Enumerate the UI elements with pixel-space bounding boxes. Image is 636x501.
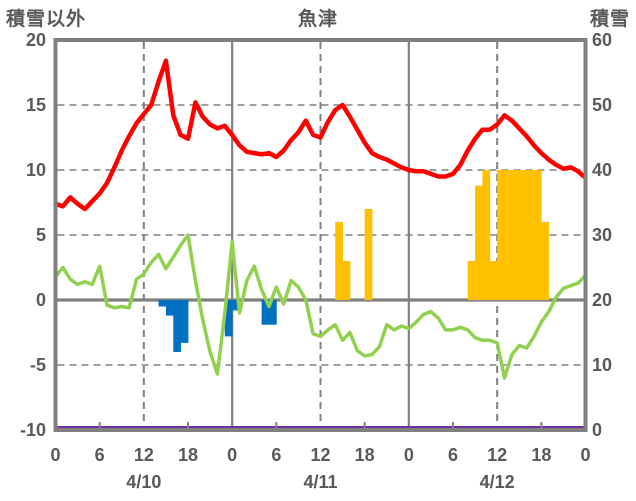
yellow-bars-bar — [526, 170, 535, 300]
yellow-bars-bar — [519, 170, 528, 300]
date-label: 4/10 — [126, 472, 162, 492]
hour-tick: 12 — [487, 445, 508, 465]
left-axis-tick: -10 — [19, 420, 46, 440]
blue-bars-bar — [261, 300, 270, 325]
hour-tick: 18 — [177, 445, 199, 465]
red-line — [53, 58, 588, 212]
yellow-bars-bar — [467, 261, 476, 300]
left-axis-tick: 15 — [25, 95, 46, 115]
right-axis-tick: 30 — [592, 225, 613, 245]
blue-bars-bar — [158, 300, 167, 307]
yellow-bars-bar — [504, 170, 513, 300]
hour-tick: 6 — [447, 445, 459, 465]
left-axis-tick: 20 — [25, 30, 46, 50]
yellow-bars-bar — [497, 170, 505, 300]
right-axis-tick: 20 — [592, 290, 613, 310]
right-axis-tick: 10 — [592, 355, 613, 375]
blue-bars-bar — [232, 300, 240, 311]
yellow-bars-bar — [533, 170, 542, 300]
right-axis-tick: 0 — [592, 420, 603, 440]
hour-tick: 18 — [531, 445, 552, 465]
yellow-bars-bar — [489, 261, 498, 300]
hour-tick: 6 — [94, 445, 105, 465]
blue-bars-bar — [224, 300, 233, 337]
blue-bars-bar — [173, 300, 182, 352]
hour-tick: 12 — [133, 445, 154, 465]
yellow-bars-bar — [335, 222, 343, 300]
left-axis-tick: -5 — [29, 355, 46, 375]
blue-bars-bar — [180, 300, 189, 343]
chart-title: 魚津 — [297, 9, 339, 30]
hour-tick: 0 — [227, 445, 238, 465]
blue-bars-bar — [268, 300, 277, 325]
right-axis-tick: 60 — [592, 30, 613, 50]
yellow-bars-bar — [475, 185, 483, 300]
right-axis-tick: 50 — [592, 95, 613, 115]
green-line — [53, 233, 588, 380]
blue-bars-bar — [165, 300, 174, 316]
left-axis-tick: 10 — [25, 160, 46, 180]
hour-tick: 0 — [403, 445, 414, 465]
hour-tick: 0 — [580, 445, 591, 465]
hour-tick: 12 — [310, 445, 331, 465]
right-axis-tick: 40 — [592, 160, 613, 180]
yellow-bars-bar — [342, 261, 351, 300]
yellow-bars-bar — [364, 209, 373, 300]
left-axis-tick: 5 — [35, 225, 46, 245]
date-label: 4/12 — [479, 472, 515, 492]
plot-border — [53, 38, 588, 432]
hour-tick: 0 — [50, 445, 61, 465]
yellow-bars-bar — [482, 170, 491, 300]
hour-tick: 18 — [354, 445, 375, 465]
date-label: 4/11 — [303, 472, 338, 492]
yellow-bars-bar — [511, 170, 520, 300]
yellow-bars-bar — [541, 222, 550, 300]
left-axis-tick: 0 — [35, 290, 46, 310]
left-axis-title: 積雪以外 — [6, 9, 87, 30]
right-axis-title: 積雪 — [589, 9, 630, 30]
hour-tick: 6 — [271, 445, 282, 465]
